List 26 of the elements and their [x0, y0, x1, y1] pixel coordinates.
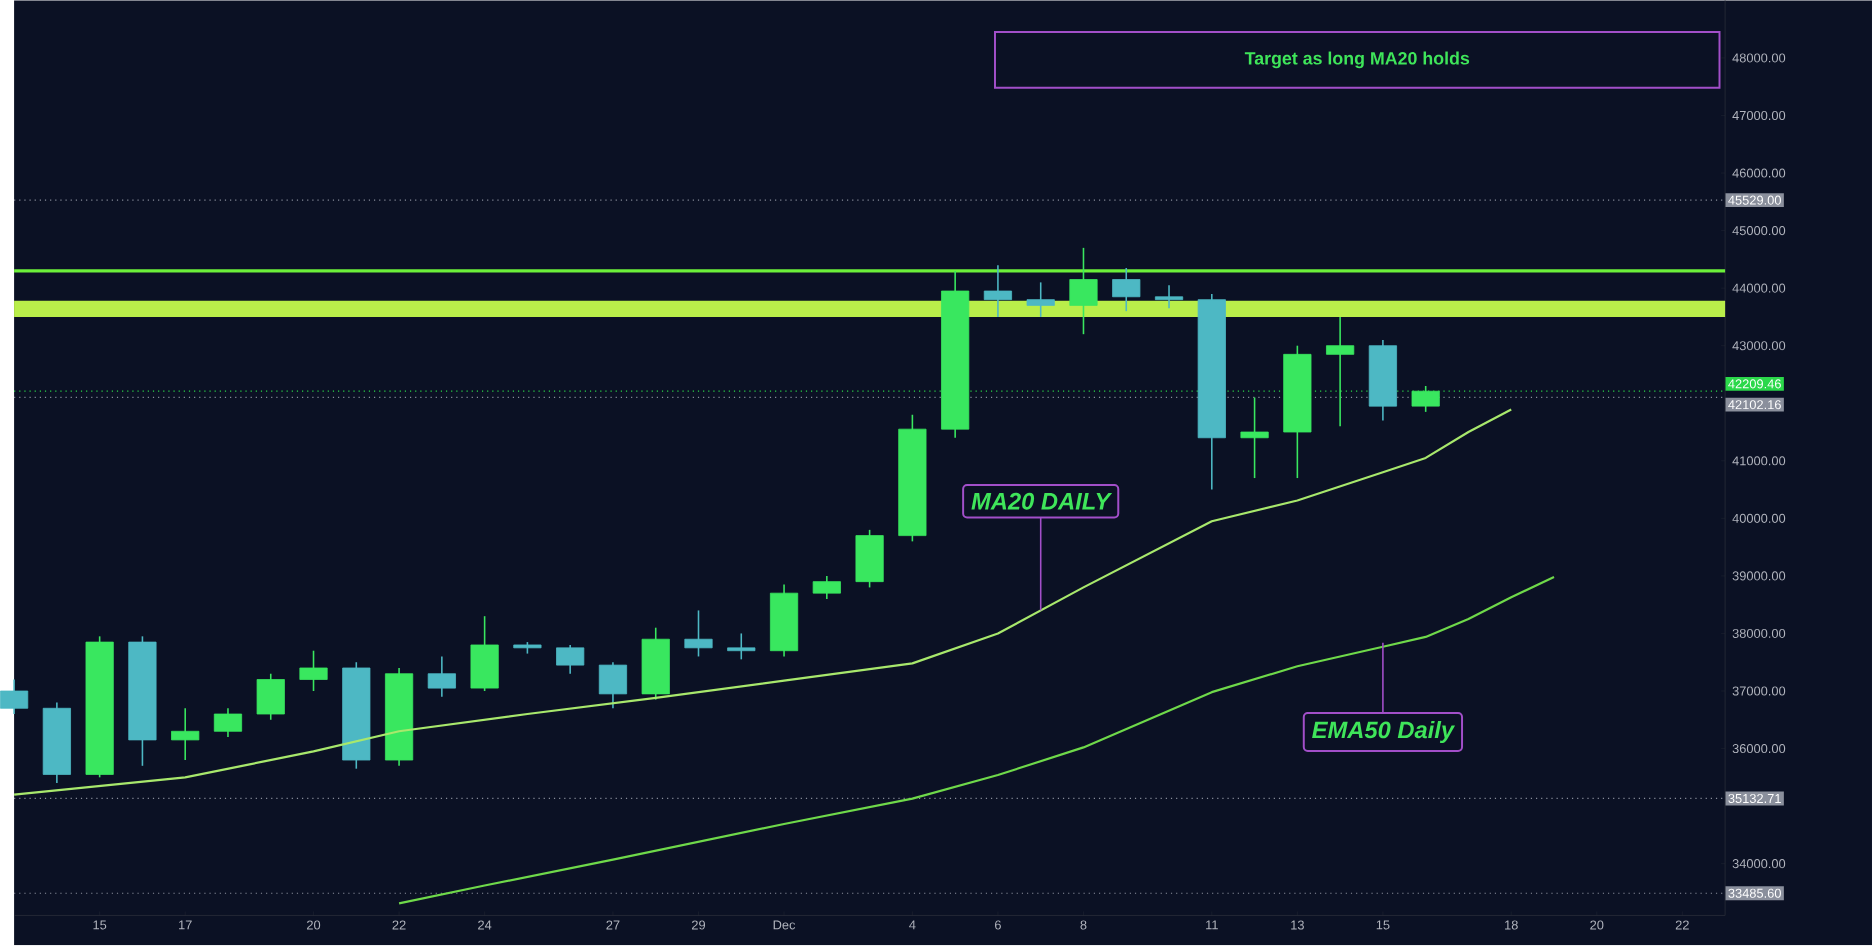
candlestick — [1112, 267, 1141, 313]
candlestick — [983, 264, 1013, 319]
candlestick — [1411, 385, 1440, 414]
candlestick — [684, 610, 713, 658]
candlestick — [855, 529, 884, 589]
candlestick — [299, 650, 328, 693]
candlestick — [0, 679, 29, 716]
candlestick — [1026, 281, 1055, 319]
candlestick — [1069, 247, 1098, 336]
candlestick — [470, 615, 499, 693]
line-series — [397, 576, 1556, 905]
candlestick — [812, 575, 841, 601]
annotation: MA20 DAILY — [971, 493, 1113, 511]
candlestick — [1154, 284, 1184, 310]
candlestick — [427, 656, 456, 698]
candlestick — [171, 707, 200, 762]
annotation: EMA50 Daily — [1312, 721, 1456, 744]
candlestick — [556, 644, 585, 675]
candlestick — [727, 633, 756, 661]
candlestick — [256, 673, 285, 721]
candlestick — [598, 661, 628, 710]
candlestick — [1240, 397, 1269, 480]
candlestick — [213, 707, 243, 739]
annotation: Target as long MA20 holds — [1244, 51, 1470, 69]
line-series — [13, 408, 1513, 797]
candlestick — [1326, 316, 1355, 428]
